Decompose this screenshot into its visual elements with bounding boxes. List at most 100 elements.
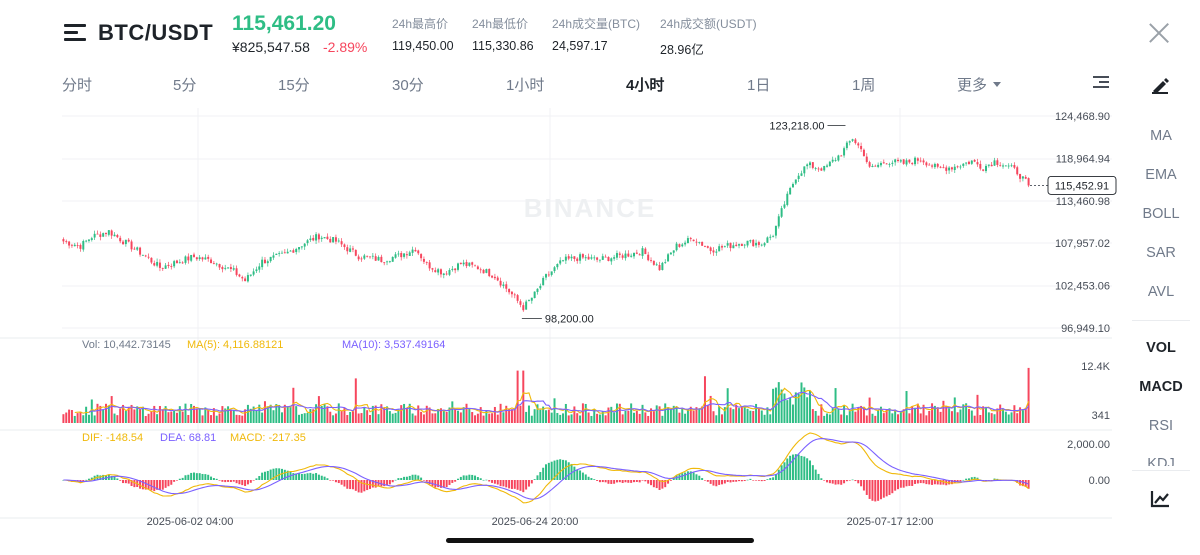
- candle-body: [712, 250, 715, 253]
- candle-body: [897, 159, 899, 161]
- volume-bar: [973, 415, 976, 423]
- macd-histogram-bar: [851, 479, 854, 481]
- candle-body: [221, 267, 224, 270]
- candle-body: [349, 248, 352, 252]
- macd-histogram-bar: [116, 478, 119, 480]
- volume-legend: Vol: 10,442.73145: [82, 339, 171, 351]
- volume-bar: [255, 410, 258, 423]
- menu-icon[interactable]: [64, 24, 86, 42]
- candle-body: [439, 269, 442, 275]
- volume-bar: [329, 411, 332, 423]
- macd-histogram-bar: [1021, 480, 1024, 487]
- candle-body: [1002, 165, 1005, 167]
- candle-body: [408, 252, 411, 256]
- volume-bar: [343, 408, 346, 423]
- volume-bar: [914, 407, 917, 423]
- volume-bar: [783, 393, 786, 423]
- indicator-ema[interactable]: EMA: [1145, 167, 1177, 183]
- macd-histogram-bar: [618, 480, 621, 483]
- candle-body: [834, 160, 837, 161]
- candle-body: [755, 242, 758, 246]
- candle-body: [942, 167, 945, 169]
- tab-1h[interactable]: 1小时: [506, 77, 545, 94]
- indicator-vol[interactable]: VOL: [1146, 340, 1176, 356]
- candle-body: [425, 262, 428, 264]
- volume-bar: [448, 407, 451, 423]
- chart-type-icon[interactable]: [1150, 490, 1170, 508]
- candle-body: [542, 277, 545, 286]
- candle-body: [283, 252, 286, 254]
- indicator-macd[interactable]: MACD: [1139, 379, 1183, 395]
- tab-1m-time[interactable]: 分时: [62, 77, 93, 94]
- macd-histogram-bar: [150, 480, 153, 491]
- candle-body: [973, 159, 976, 162]
- macd-histogram-bar: [207, 474, 210, 480]
- macd-histogram-bar: [269, 469, 272, 480]
- macd-histogram-bar: [627, 480, 630, 483]
- volume-bar: [457, 410, 459, 423]
- candle-body: [635, 252, 638, 254]
- tab-1w[interactable]: 1周: [852, 77, 876, 94]
- macd-histogram-bar: [87, 478, 90, 480]
- candle-body: [644, 248, 647, 255]
- candle-body: [144, 255, 147, 257]
- volume-bar: [797, 393, 800, 423]
- tab-5m[interactable]: 5分: [173, 77, 197, 94]
- candle-body: [806, 164, 809, 167]
- kline-chart[interactable]: BINANCE 124,468.90 118,964.94 113,460.98 107…: [0, 100, 1125, 532]
- macd-histogram-bar: [928, 480, 931, 485]
- chart-settings-icon[interactable]: [1093, 76, 1109, 90]
- volume-bar: [70, 410, 73, 423]
- volume-bar: [508, 408, 511, 423]
- volume-bar: [252, 406, 255, 423]
- indicator-avl[interactable]: AVL: [1147, 284, 1175, 300]
- volume-bar: [556, 412, 559, 423]
- indicator-ma[interactable]: MA: [1150, 128, 1172, 144]
- macd-histogram-bar: [658, 480, 661, 490]
- indicator-sar[interactable]: SAR: [1146, 245, 1176, 261]
- macd-histogram-bar: [860, 480, 863, 487]
- volume-bar: [391, 413, 394, 423]
- candle-body: [976, 162, 979, 165]
- candle-body: [147, 256, 150, 258]
- candle-body: [130, 241, 133, 250]
- macd-histogram-bar: [956, 480, 959, 483]
- indicator-boll[interactable]: BOLL: [1142, 206, 1180, 222]
- macd-histogram-bar: [244, 480, 247, 487]
- tab-30m[interactable]: 30分: [392, 77, 424, 94]
- volume-bar: [763, 414, 766, 423]
- macd-histogram-bar: [684, 472, 687, 480]
- macd-histogram-bar: [124, 480, 127, 484]
- tab-15m[interactable]: 15分: [278, 77, 310, 94]
- macd-histogram-bar: [891, 480, 894, 494]
- close-icon[interactable]: [1148, 22, 1170, 44]
- candle-body: [950, 167, 953, 170]
- volume-bar: [536, 404, 539, 423]
- candle-body: [90, 238, 93, 240]
- macd-axis-zero: 0.00: [1089, 475, 1110, 487]
- candle-body: [476, 266, 479, 270]
- macd-histogram-bar: [965, 478, 968, 480]
- candle-body: [457, 263, 459, 270]
- volume-bar: [405, 408, 408, 423]
- volume-bar: [633, 412, 635, 423]
- macd-histogram-bar: [877, 480, 880, 501]
- macd-histogram-bar: [584, 474, 587, 480]
- volume-bar: [644, 412, 647, 423]
- volume-bar: [79, 411, 82, 423]
- volume-bar: [164, 406, 167, 423]
- volume-bar: [564, 403, 567, 423]
- candle-body: [451, 268, 454, 270]
- tab-more[interactable]: 更多: [957, 74, 1002, 95]
- candle-body: [962, 163, 965, 166]
- tab-1d[interactable]: 1日: [747, 77, 771, 94]
- indicator-kdj[interactable]: KDJ: [1132, 455, 1190, 466]
- pair-title[interactable]: BTC/USDT: [98, 20, 214, 45]
- tab-4h[interactable]: 4小时: [626, 77, 665, 94]
- macd-histogram-bar: [360, 480, 363, 493]
- drawing-tools-icon[interactable]: [1150, 76, 1170, 94]
- indicator-rsi[interactable]: RSI: [1148, 418, 1174, 434]
- macd-histogram-bar: [241, 480, 244, 486]
- macd-histogram-bar: [499, 480, 502, 487]
- macd-histogram-bar: [610, 480, 613, 484]
